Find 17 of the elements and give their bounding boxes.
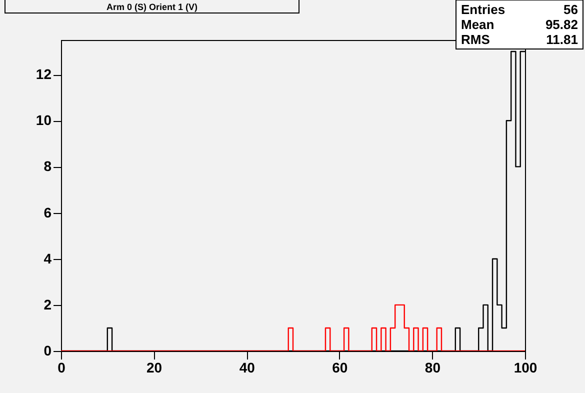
- x-tick-label: 100: [514, 360, 538, 376]
- y-tick-label: 2: [44, 296, 52, 312]
- text: Mean 95.82: [461, 17, 578, 32]
- x-tick-label: 40: [239, 360, 256, 376]
- y-tick-label: 10: [36, 112, 52, 128]
- text: RMS 11.81: [461, 32, 578, 47]
- x-tick-label: 80: [424, 360, 441, 376]
- y-tick-label: 6: [44, 204, 52, 220]
- x-tick-label: 60: [332, 360, 348, 376]
- text: Entries 56: [461, 2, 578, 17]
- x-tick-label: 0: [58, 360, 66, 376]
- y-tick-label: 0: [44, 342, 52, 358]
- y-tick-label: 12: [36, 66, 52, 82]
- y-tick-label: 8: [44, 158, 52, 174]
- y-tick-label: 4: [44, 250, 52, 266]
- chart-title: Arm 0 (S) Orient 1 (V): [106, 2, 198, 12]
- x-tick-label: 20: [146, 360, 162, 376]
